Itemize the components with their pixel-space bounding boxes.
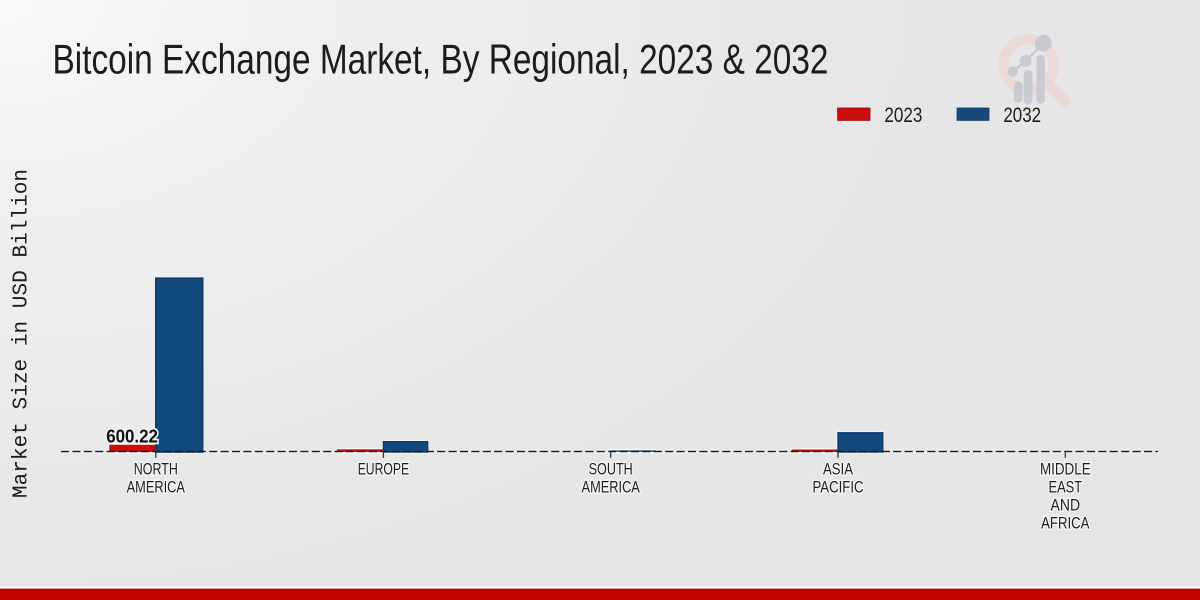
svg-text:600.22: 600.22: [106, 427, 158, 447]
svg-text:EAST: EAST: [1049, 478, 1083, 497]
svg-text:Bitcoin Exchange Market, By Re: Bitcoin Exchange Market, By Regional, 20…: [53, 35, 829, 82]
svg-text:AMERICA: AMERICA: [582, 478, 641, 497]
svg-text:ASIA: ASIA: [823, 460, 854, 479]
svg-text:2023: 2023: [884, 104, 922, 127]
svg-text:PACIFIC: PACIFIC: [813, 478, 864, 497]
svg-text:AFRICA: AFRICA: [1041, 514, 1090, 533]
svg-text:NORTH: NORTH: [134, 460, 178, 479]
svg-text:2032: 2032: [1003, 104, 1041, 127]
svg-text:EUROPE: EUROPE: [358, 460, 409, 479]
svg-text:Market Size in USD Billion: Market Size in USD Billion: [10, 169, 34, 498]
svg-text:MIDDLE: MIDDLE: [1040, 460, 1091, 479]
svg-text:SOUTH: SOUTH: [589, 460, 633, 479]
svg-text:AMERICA: AMERICA: [127, 478, 186, 497]
svg-text:AND: AND: [1051, 496, 1081, 515]
